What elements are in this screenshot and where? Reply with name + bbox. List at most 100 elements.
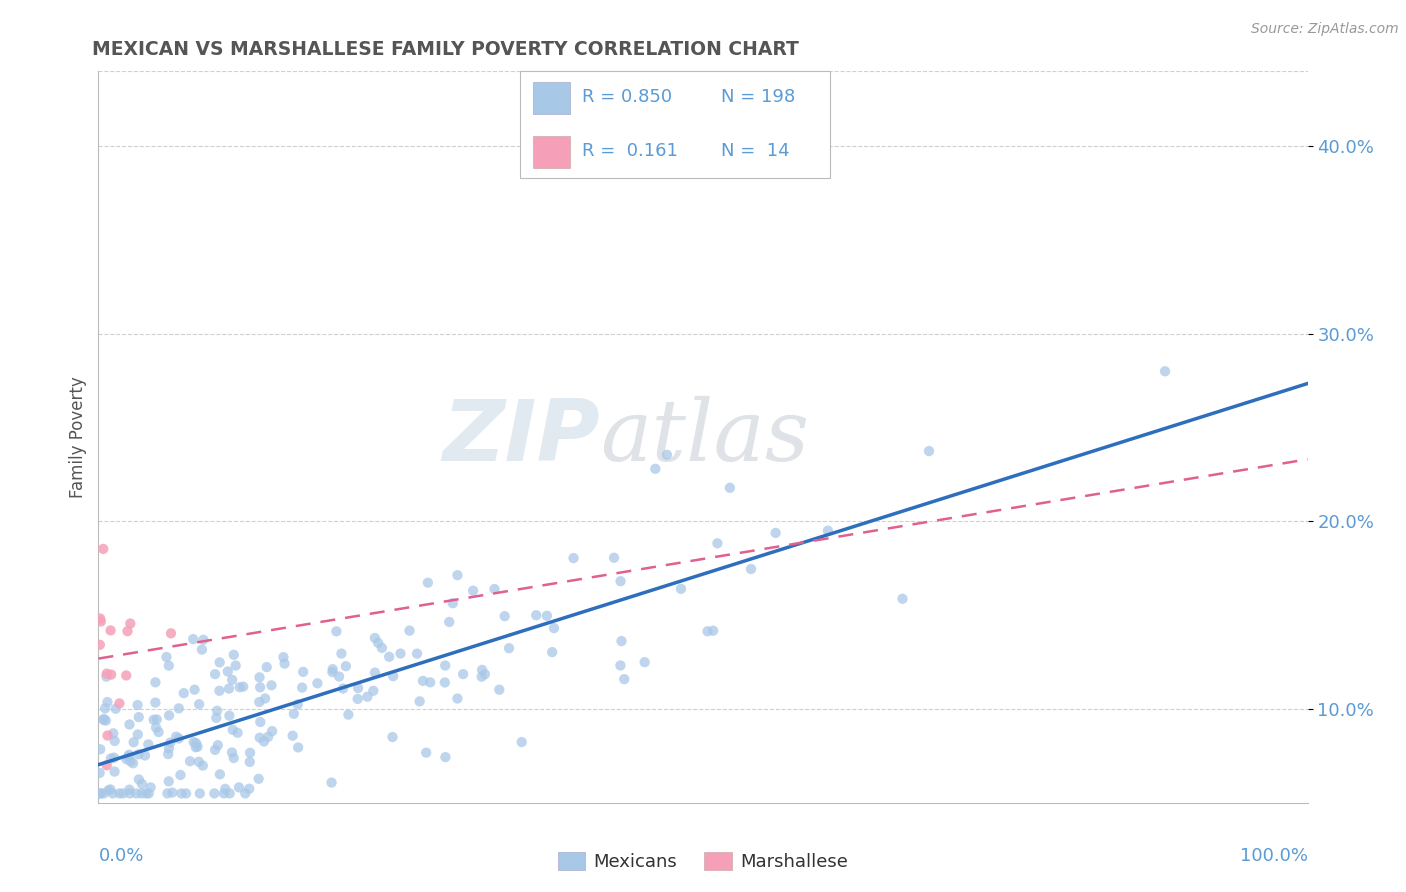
Point bbox=[321, 665, 343, 680]
Text: MEXICAN VS MARSHALLESE FAMILY POVERTY CORRELATION CHART: MEXICAN VS MARSHALLESE FAMILY POVERTY CO… bbox=[93, 39, 799, 59]
Point bbox=[193, 632, 215, 647]
Point bbox=[145, 696, 167, 710]
Point bbox=[157, 741, 180, 756]
Point bbox=[412, 673, 434, 688]
Point bbox=[167, 731, 190, 746]
Point bbox=[328, 669, 350, 683]
Point bbox=[115, 668, 138, 682]
Point bbox=[117, 749, 139, 764]
Point bbox=[322, 662, 344, 676]
Point bbox=[247, 695, 270, 709]
Point bbox=[125, 786, 148, 800]
Point bbox=[122, 756, 145, 771]
Point bbox=[644, 462, 666, 476]
Point bbox=[204, 743, 226, 757]
Point bbox=[169, 768, 191, 782]
Point bbox=[118, 717, 141, 731]
Point bbox=[94, 714, 117, 728]
Point bbox=[346, 692, 368, 706]
Text: R = 0.850: R = 0.850 bbox=[582, 88, 672, 106]
Point bbox=[191, 758, 214, 772]
Point bbox=[205, 711, 228, 725]
Point bbox=[364, 631, 387, 645]
Point bbox=[128, 772, 150, 787]
Point bbox=[669, 582, 692, 596]
Point bbox=[100, 624, 122, 638]
Point bbox=[96, 666, 118, 681]
Point bbox=[91, 541, 114, 556]
Point bbox=[613, 672, 636, 686]
Point bbox=[131, 786, 153, 800]
Point bbox=[817, 524, 839, 538]
Point bbox=[127, 698, 149, 712]
Point bbox=[408, 694, 430, 708]
Point bbox=[93, 713, 115, 727]
Point bbox=[188, 697, 211, 711]
Point bbox=[434, 658, 457, 673]
Point bbox=[90, 786, 112, 800]
Point bbox=[179, 754, 201, 768]
Point bbox=[167, 701, 190, 715]
Point bbox=[609, 658, 631, 673]
Point bbox=[89, 786, 111, 800]
Point bbox=[249, 714, 271, 729]
Point bbox=[222, 648, 245, 662]
Text: 0.0%: 0.0% bbox=[98, 847, 143, 864]
Point bbox=[157, 774, 180, 789]
Point bbox=[222, 751, 245, 765]
Point bbox=[609, 574, 631, 589]
Point bbox=[415, 746, 437, 760]
Point bbox=[484, 582, 506, 596]
Point bbox=[159, 735, 181, 749]
Point bbox=[183, 735, 205, 749]
Point bbox=[127, 727, 149, 741]
Point bbox=[239, 746, 262, 760]
Point bbox=[463, 583, 485, 598]
FancyBboxPatch shape bbox=[533, 136, 569, 168]
Point bbox=[94, 701, 117, 715]
Point bbox=[165, 730, 187, 744]
Point bbox=[494, 609, 516, 624]
Point bbox=[337, 707, 360, 722]
Point bbox=[287, 740, 309, 755]
Point bbox=[287, 698, 309, 712]
Point bbox=[247, 772, 270, 786]
Legend: Mexicans, Marshallese: Mexicans, Marshallese bbox=[550, 845, 856, 879]
Point bbox=[238, 781, 260, 796]
Point bbox=[451, 667, 474, 681]
Point bbox=[204, 667, 226, 681]
Point bbox=[225, 658, 247, 673]
Point bbox=[173, 686, 195, 700]
Point bbox=[187, 739, 209, 754]
Point bbox=[90, 615, 112, 629]
Point bbox=[157, 658, 180, 673]
Point bbox=[330, 647, 353, 661]
Point bbox=[262, 724, 284, 739]
Point bbox=[89, 611, 111, 625]
Point bbox=[157, 747, 180, 761]
Text: R =  0.161: R = 0.161 bbox=[582, 142, 678, 160]
Text: Source: ZipAtlas.com: Source: ZipAtlas.com bbox=[1251, 22, 1399, 37]
Point bbox=[111, 786, 134, 800]
Point bbox=[174, 786, 197, 800]
Point bbox=[765, 525, 787, 540]
Point bbox=[378, 649, 401, 664]
Point bbox=[96, 758, 118, 772]
Point bbox=[120, 754, 142, 768]
Point bbox=[389, 647, 412, 661]
Point bbox=[162, 786, 184, 800]
Point bbox=[214, 781, 236, 796]
Point bbox=[706, 536, 728, 550]
Point bbox=[181, 632, 204, 647]
Point bbox=[136, 737, 159, 751]
Point bbox=[156, 786, 179, 800]
Point bbox=[233, 786, 256, 800]
Point bbox=[120, 616, 142, 631]
Point bbox=[101, 786, 124, 800]
Point bbox=[217, 665, 239, 679]
Point bbox=[221, 746, 243, 760]
Point bbox=[524, 608, 547, 623]
Point bbox=[108, 786, 131, 800]
Point bbox=[321, 775, 343, 789]
Point bbox=[128, 710, 150, 724]
